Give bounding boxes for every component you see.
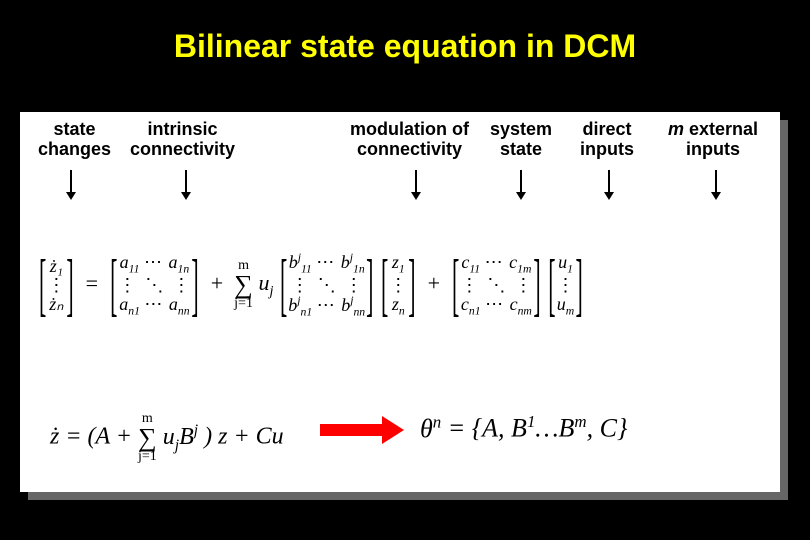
eq-s: 11 (129, 263, 140, 276)
eq-s: n1 (301, 305, 313, 318)
label-line: system (490, 119, 552, 139)
label-state-changes: state changes (38, 120, 111, 160)
equation-row-1: [ż₁⋮żₙ] = [ a11 ⋯ a1n ⋮ ⋱ ⋮ an1 ⋯ ann ] … (38, 252, 584, 319)
label-m-external: m external inputs (668, 120, 758, 160)
eq-s: nm (518, 304, 532, 317)
label-line: inputs (580, 139, 634, 159)
eq-t: b (341, 252, 350, 272)
eq-t: ż = (A + (50, 424, 138, 450)
eq-s: n1 (469, 304, 481, 317)
eq-t: B (179, 424, 194, 450)
eq-s: 1 (567, 263, 573, 276)
eq-t: c (461, 294, 469, 314)
arrow-down-icon (70, 170, 72, 194)
eq-t: θ (420, 414, 433, 443)
eq-s: 11 (469, 263, 480, 276)
eq-s: 1n (177, 263, 189, 276)
eq-s: nn (178, 304, 190, 317)
eq-t: , C} (587, 414, 628, 443)
eq-t: c (510, 294, 518, 314)
label-line: state (54, 119, 96, 139)
eq-s: m (566, 304, 574, 317)
label-m-prefix: m (668, 119, 684, 139)
eq-t: z (392, 294, 399, 314)
eq-t: c (509, 252, 517, 272)
eq-t: b (289, 252, 298, 272)
label-line: inputs (686, 139, 740, 159)
eq-t: u (558, 252, 567, 272)
eq-t: ) z + Cu (204, 424, 284, 450)
eq-s: n1 (128, 304, 140, 317)
slide-title: Bilinear state equation in DCM (0, 0, 810, 65)
arrow-down-icon (608, 170, 610, 194)
eq-s: nn (353, 305, 365, 318)
label-line: state (500, 139, 542, 159)
label-line: intrinsic (148, 119, 218, 139)
eq-t: B (559, 414, 575, 443)
labels-row: state changes intrinsic connectivity mod… (20, 120, 780, 180)
label-line: connectivity (357, 139, 462, 159)
label-line: connectivity (130, 139, 235, 159)
eq-t: = {A, B (448, 414, 527, 443)
eq-t: a (169, 294, 178, 314)
eq-t: z (392, 252, 399, 272)
eq-s: 11 (301, 263, 312, 276)
arrow-down-icon (415, 170, 417, 194)
eq-s: n (399, 304, 405, 317)
label-line: changes (38, 139, 111, 159)
equation-row-2-left: ż = (A + m∑j=1 ujBj ) z + Cu (50, 412, 284, 464)
arrow-down-icon (715, 170, 717, 194)
eq-s: j (194, 422, 198, 439)
eq-t: j=1 (234, 296, 253, 311)
eq-t: u (258, 270, 269, 295)
eq-s: n (433, 412, 441, 431)
arrow-down-icon (185, 170, 187, 194)
eq-t: b (288, 295, 297, 315)
label-line: modulation of (350, 119, 469, 139)
eq-t: b (341, 295, 350, 315)
eq-s: 1 (399, 263, 405, 276)
eq-term: ż₁ (50, 256, 63, 276)
arrow-down-icon (520, 170, 522, 194)
label-intrinsic: intrinsic connectivity (130, 120, 235, 160)
eq-t: j=1 (138, 449, 157, 464)
label-line: direct (582, 119, 631, 139)
eq-t: u (163, 424, 175, 450)
label-modulation: modulation of connectivity (350, 120, 469, 160)
main-panel: state changes intrinsic connectivity mod… (20, 112, 780, 492)
label-direct: direct inputs (580, 120, 634, 160)
eq-t: a (120, 252, 129, 272)
label-line: external (684, 119, 758, 139)
eq-s: 1m (517, 263, 531, 276)
eq-s: 1n (353, 263, 365, 276)
eq-t: … (535, 414, 558, 443)
eq-s: m (574, 412, 586, 431)
eq-term: żₙ (49, 294, 63, 314)
label-system-state: system state (490, 120, 552, 160)
eq-t: u (557, 294, 566, 314)
equation-row-2-right: θn = {A, B1…Bm, C} (420, 412, 627, 444)
eq-t: a (119, 294, 128, 314)
slide: Bilinear state equation in DCM state cha… (0, 0, 810, 540)
eq-s: j (269, 284, 273, 300)
